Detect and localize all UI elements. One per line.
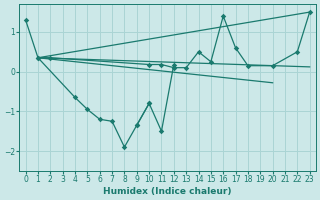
X-axis label: Humidex (Indice chaleur): Humidex (Indice chaleur) xyxy=(103,187,232,196)
